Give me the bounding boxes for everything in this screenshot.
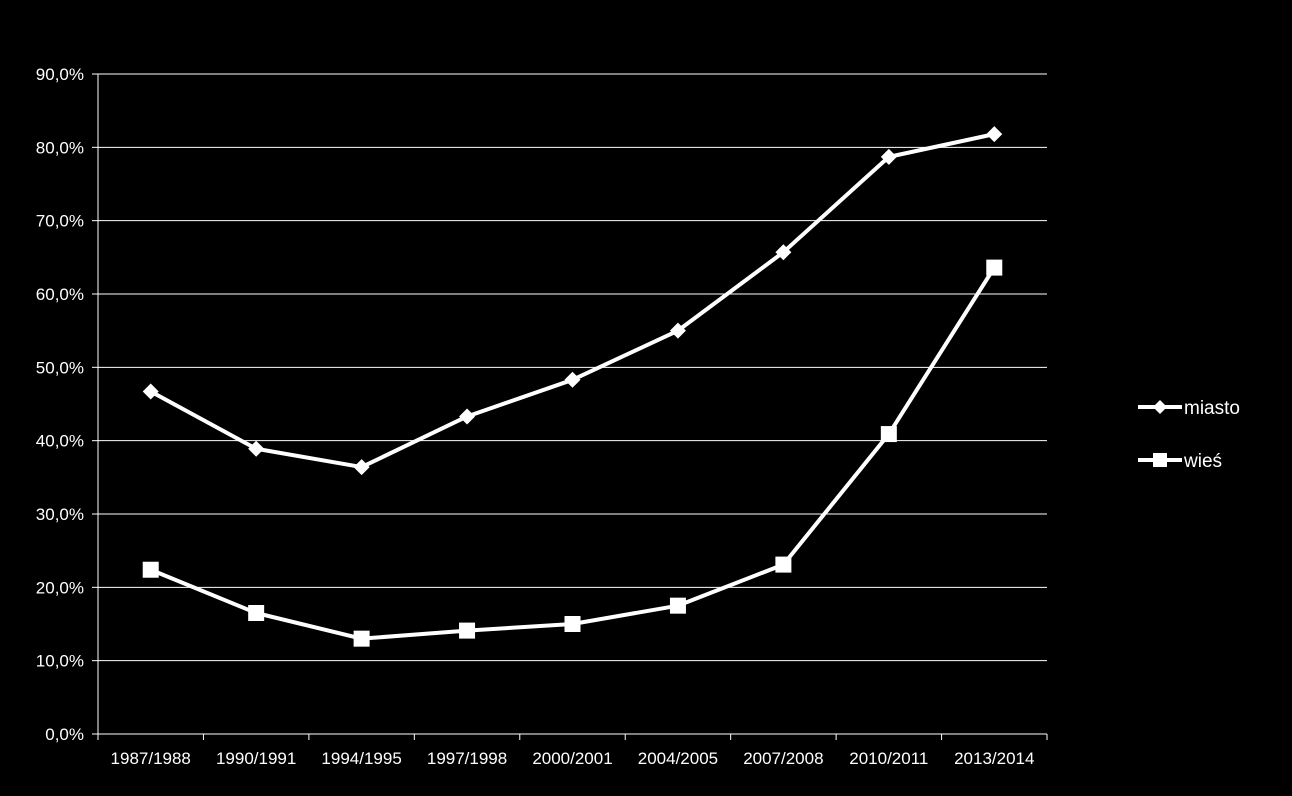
legend-marker [1153, 453, 1167, 467]
series-0 [142, 126, 1003, 476]
axes [92, 73, 1048, 740]
legend-label: miasto [1184, 398, 1240, 419]
series-1 [142, 259, 1003, 647]
series-lines [142, 126, 1003, 647]
legend: miasto wieś [1138, 398, 1240, 472]
y-tick-label: 90,0% [36, 65, 84, 84]
data-point [669, 597, 686, 614]
data-point [986, 259, 1003, 276]
data-point [986, 126, 1003, 143]
y-tick-label: 30,0% [36, 505, 84, 524]
data-point [775, 556, 792, 573]
x-tick-label: 2007/2008 [743, 749, 823, 768]
legend-item: miasto [1138, 398, 1240, 419]
data-point [353, 630, 370, 647]
data-point [669, 322, 686, 339]
x-tick-label: 1987/1988 [111, 749, 191, 768]
x-tick-label: 2004/2005 [638, 749, 718, 768]
data-point [248, 440, 265, 457]
data-point [880, 426, 897, 443]
y-tick-label: 10,0% [36, 652, 84, 671]
data-point [459, 622, 476, 639]
x-tick-label: 1990/1991 [216, 749, 296, 768]
y-tick-label: 70,0% [36, 212, 84, 231]
data-point [459, 408, 476, 425]
x-tick-label: 2010/2011 [849, 749, 928, 768]
x-tick-labels: 1987/1988 1990/1991 1994/1995 1997/1998 2000… [111, 749, 1035, 768]
y-tick-label: 50,0% [36, 358, 84, 377]
y-tick-label: 0,0% [45, 725, 84, 744]
y-tick-label: 40,0% [36, 432, 84, 451]
y-tick-label: 60,0% [36, 285, 84, 304]
series-line [149, 132, 995, 470]
x-tick-label: 1997/1998 [427, 749, 507, 768]
x-tick-label: 2000/2001 [532, 749, 612, 768]
data-point [564, 371, 581, 388]
y-tick-labels: 0,0% 10,0% 20,0% 30,0% 40,0% 50,0% 60,0% 70,0% 8… [36, 65, 84, 744]
data-point [248, 605, 265, 621]
legend-marker [1153, 400, 1167, 414]
y-tick-label: 80,0% [36, 138, 84, 157]
data-point [775, 244, 792, 261]
y-tick-label: 20,0% [36, 578, 84, 597]
data-point [353, 459, 370, 476]
x-tick-label: 1994/1995 [321, 749, 401, 768]
legend-label: wieś [1183, 451, 1222, 472]
data-point [142, 561, 159, 578]
gridlines [98, 73, 1047, 662]
data-point [142, 383, 159, 400]
data-point [564, 616, 581, 632]
legend-item: wieś [1138, 451, 1222, 472]
x-tick-label: 2013/2014 [954, 749, 1034, 768]
data-point [880, 148, 897, 165]
